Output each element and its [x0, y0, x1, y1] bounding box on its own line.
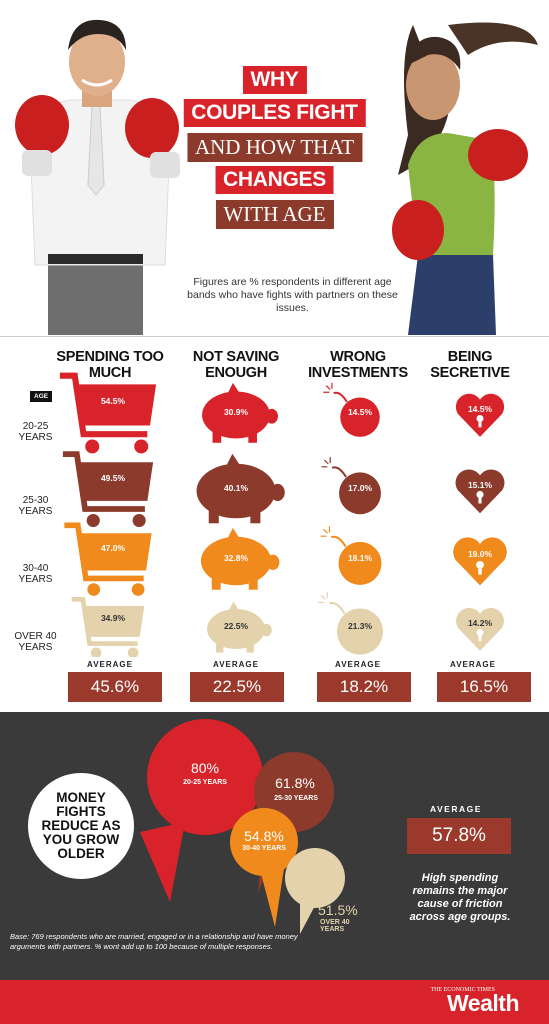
- bubble-age-over-40: OVER 40 YEARS: [320, 919, 350, 933]
- chart-section: SPENDING TOO MUCH NOT SAVING ENOUGH WRON…: [0, 336, 549, 712]
- bubble-age-25-30: 25-30 YEARS: [274, 795, 318, 802]
- heart-lock-icon: [456, 607, 504, 651]
- bubble-value-20-25: 80%: [190, 760, 220, 776]
- bubble-over-40: [285, 848, 345, 908]
- row-label-30-40: 30-40 YEARS: [18, 563, 53, 585]
- column-head-secretive: BEING SECRETIVE: [430, 349, 510, 381]
- row-label-25-30: 25-30 YEARS: [18, 495, 53, 517]
- base-note: Base: 769 respondents who are married, e…: [10, 932, 298, 951]
- header: WHY COUPLES FIGHT AND HOW THAT CHANGES W…: [0, 0, 549, 335]
- value-label: 30.9%: [223, 407, 249, 417]
- average-value-saving: 22.5%: [190, 672, 284, 702]
- title-why: WHY: [242, 66, 307, 94]
- value-label: 32.8%: [223, 553, 249, 563]
- age-badge: AGE: [30, 391, 53, 402]
- speech-bubbles: [140, 719, 345, 934]
- bubble-30-40: [230, 808, 298, 876]
- value-label: 22.5%: [223, 621, 249, 631]
- woman-boxer-illustration: [392, 22, 538, 335]
- piggy-bank-icon: [196, 453, 285, 524]
- bubble-value-over-40: 51.5%: [318, 902, 358, 918]
- bubble-value-25-30: 61.8%: [275, 775, 315, 791]
- title-and-how-that: AND HOW THAT: [186, 133, 363, 162]
- bomb-icon: [321, 457, 381, 515]
- brand-publisher: THE ECONOMIC TIMES: [430, 987, 495, 993]
- title-changes: CHANGES: [215, 166, 334, 194]
- heart-lock-icon: [453, 537, 507, 586]
- value-label: 18.1%: [347, 553, 373, 563]
- title-couples-fight: COUPLES FIGHT: [183, 99, 366, 127]
- average-value-investments: 18.2%: [317, 672, 411, 702]
- money-fights-average-value: 57.8%: [407, 818, 511, 854]
- money-fights-section: MONEY FIGHTS REDUCE AS YOU GROW OLDER 80…: [0, 712, 549, 980]
- column-head-investments: WRONG INVESTMENTS: [308, 349, 408, 381]
- shopping-cart-icon: [59, 372, 157, 454]
- average-label-saving: AVERAGE: [213, 660, 259, 669]
- bubble-tail-30-40: [258, 862, 285, 927]
- piggy-bank-icon: [200, 527, 280, 590]
- piggy-bank-icon: [202, 382, 278, 443]
- average-value-secretive: 16.5%: [437, 672, 531, 702]
- heart-lock-icon: [455, 469, 505, 514]
- value-label: 54.5%: [100, 395, 126, 406]
- value-label: 14.5%: [467, 403, 493, 414]
- title-with-age: WITH AGE: [215, 200, 334, 229]
- bubble-value-30-40: 54.8%: [244, 828, 284, 844]
- value-label: 21.3%: [347, 621, 373, 631]
- value-label: 15.1%: [467, 479, 493, 490]
- money-fights-average-label: AVERAGE: [430, 804, 482, 814]
- row-label-20-25: 20-25 YEARS: [18, 421, 53, 443]
- shopping-cart-icon: [64, 522, 152, 596]
- money-fights-title-text: MONEY FIGHTS REDUCE AS YOU GROW OLDER: [41, 790, 121, 861]
- high-spending-note: High spending remains the major cause of…: [409, 872, 511, 923]
- bomb-icon: [318, 592, 384, 655]
- footer: THE ECONOMIC TIMES Wealth: [0, 980, 549, 1024]
- bubble-age-30-40: 30-40 YEARS: [242, 845, 286, 852]
- value-label: 47.0%: [100, 543, 126, 554]
- brand-logo: Wealth: [447, 990, 519, 1016]
- bomb-icon: [320, 526, 382, 585]
- column-head-spending: SPENDING TOO MUCH: [56, 349, 164, 381]
- money-fights-title: MONEY FIGHTS REDUCE AS YOU GROW OLDER: [28, 773, 134, 879]
- man-boxer-illustration: [15, 19, 180, 335]
- column-head-saving: NOT SAVING ENOUGH: [192, 349, 280, 381]
- bubble-tail-20-25: [140, 822, 185, 902]
- value-label: 49.5%: [100, 472, 126, 483]
- value-label: 14.5%: [347, 407, 373, 417]
- icon-grid: [59, 372, 507, 657]
- value-label: 17.0%: [347, 483, 373, 493]
- average-value-spending: 45.6%: [68, 672, 162, 702]
- piggy-bank-icon: [207, 601, 272, 653]
- bomb-icon: [323, 382, 380, 437]
- value-label: 40.1%: [223, 483, 249, 493]
- average-label-spending: AVERAGE: [87, 660, 133, 669]
- average-label-investments: AVERAGE: [335, 660, 381, 669]
- value-label: 19.0%: [467, 549, 493, 560]
- bubble-20-25: [147, 719, 263, 835]
- value-label: 14.2%: [467, 617, 493, 628]
- heart-lock-icon: [455, 393, 505, 437]
- shopping-cart-icon: [62, 451, 154, 528]
- value-label: 34.9%: [100, 613, 126, 624]
- average-label-secretive: AVERAGE: [450, 660, 496, 669]
- row-label-over-40: OVER 40 YEARS: [14, 631, 57, 653]
- subtitle: Figures are % respondents in different a…: [187, 276, 398, 314]
- shopping-cart-icon: [71, 596, 145, 657]
- bubble-age-20-25: 20-25 YEARS: [183, 779, 227, 786]
